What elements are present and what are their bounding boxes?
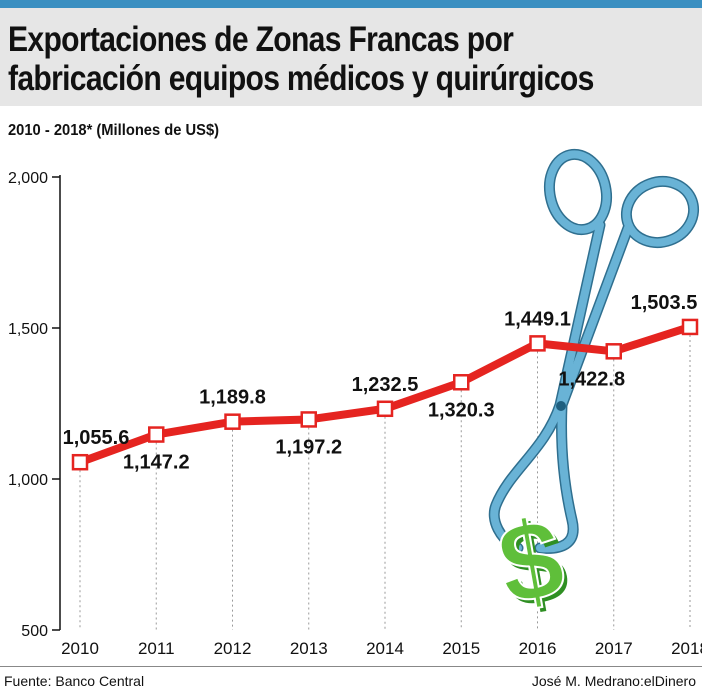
- dollar-sign-icon: $ $: [488, 493, 576, 632]
- data-label: 1,055.6: [63, 427, 130, 449]
- x-tick-label: 2015: [442, 639, 480, 658]
- gridlines: [79, 334, 691, 630]
- data-labels: 1,055.6 1,147.2 1,189.8 1,197.2 1,232.5 1,320…: [63, 292, 698, 474]
- data-point-marker: [605, 343, 622, 360]
- chart-subtitle: 2010 - 2018* (Millones de US$): [8, 122, 220, 139]
- chart-title-line-1: Exportaciones de Zonas Francas por: [8, 20, 514, 59]
- tick-labels: 500 1,000 1,500 2,000 2010 2011 2012 2013 2014 20…: [8, 170, 702, 658]
- x-tick-label: 2016: [519, 639, 557, 658]
- data-point-marker: [148, 426, 165, 443]
- x-tick-label: 2011: [138, 639, 175, 658]
- data-label: 1,189.8: [199, 387, 266, 409]
- x-tick-label: 2018: [671, 639, 702, 658]
- y-tick-label: 1,500: [8, 321, 48, 338]
- data-point-marker: [376, 400, 394, 418]
- forceps-icon: [488, 148, 700, 554]
- axes: [52, 175, 61, 631]
- y-tick-label: 2,000: [8, 170, 48, 187]
- data-label: 1,449.1: [504, 308, 571, 330]
- data-label: 1,503.5: [631, 292, 698, 314]
- series-line: [71, 318, 699, 471]
- data-point-marker: [224, 413, 241, 430]
- data-point-marker: [681, 318, 699, 336]
- data-label: 1,422.8: [558, 368, 625, 390]
- x-tick-label: 2017: [595, 639, 633, 658]
- credit-note: José M. Medrano:elDinero: [531, 673, 696, 689]
- data-label: 1,320.3: [428, 399, 495, 421]
- data-label: 1,232.5: [352, 374, 419, 396]
- x-tick-label: 2014: [366, 639, 404, 658]
- y-tick-label: 1,000: [8, 472, 48, 489]
- line-chart: $ $ 1,055.61,147.21,189.81,197.21,232.51…: [8, 148, 702, 658]
- source-note: Fuente: Banco Central: [4, 673, 145, 689]
- footer-divider: [0, 666, 702, 667]
- data-point-marker: [300, 411, 317, 428]
- data-point-marker: [71, 453, 89, 471]
- x-tick-label: 2010: [61, 639, 99, 658]
- top-accent-bar: [0, 0, 702, 8]
- data-point-marker: [453, 374, 470, 391]
- chart-title: Exportaciones de Zonas Francas por fabri…: [8, 20, 696, 98]
- y-tick-label: 500: [21, 623, 48, 640]
- data-label: 1,147.2: [123, 452, 190, 474]
- data-label: 1,197.2: [275, 436, 342, 458]
- chart-title-line-2: fabricación equipos médicos y quirúrgico…: [8, 59, 594, 98]
- svg-text:$: $: [489, 494, 572, 628]
- x-tick-label: 2013: [290, 639, 328, 658]
- header-band: Exportaciones de Zonas Francas por fabri…: [0, 8, 702, 106]
- x-tick-label: 2012: [214, 639, 252, 658]
- data-point-marker: [529, 335, 546, 352]
